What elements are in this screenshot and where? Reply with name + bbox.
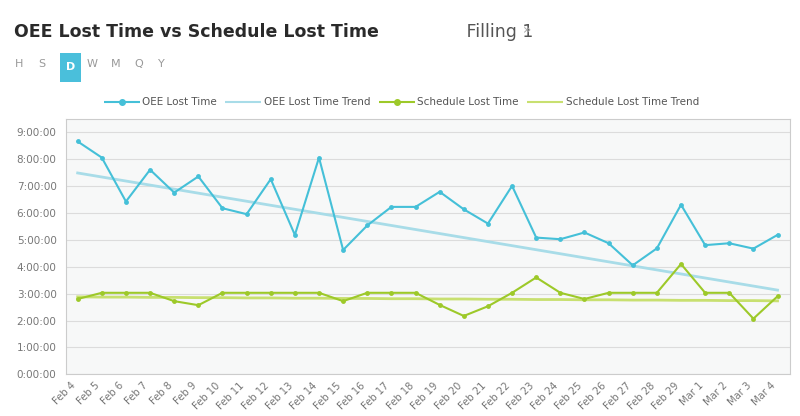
- Text: Schedule Lost Time Trend: Schedule Lost Time Trend: [566, 97, 699, 107]
- Text: Y: Y: [158, 59, 165, 69]
- Text: »: »: [523, 23, 532, 37]
- Text: Filling 1: Filling 1: [461, 23, 533, 41]
- Text: H: H: [14, 59, 22, 69]
- Text: OEE Lost Time: OEE Lost Time: [142, 97, 217, 107]
- Text: M: M: [110, 59, 120, 69]
- Text: D: D: [66, 62, 75, 72]
- Text: W: W: [86, 59, 98, 69]
- Text: S: S: [38, 59, 46, 69]
- Text: OEE Lost Time vs Schedule Lost Time: OEE Lost Time vs Schedule Lost Time: [14, 23, 379, 41]
- Text: OEE Lost Time Trend: OEE Lost Time Trend: [263, 97, 370, 107]
- Text: Schedule Lost Time: Schedule Lost Time: [418, 97, 518, 107]
- Text: Q: Q: [134, 59, 143, 69]
